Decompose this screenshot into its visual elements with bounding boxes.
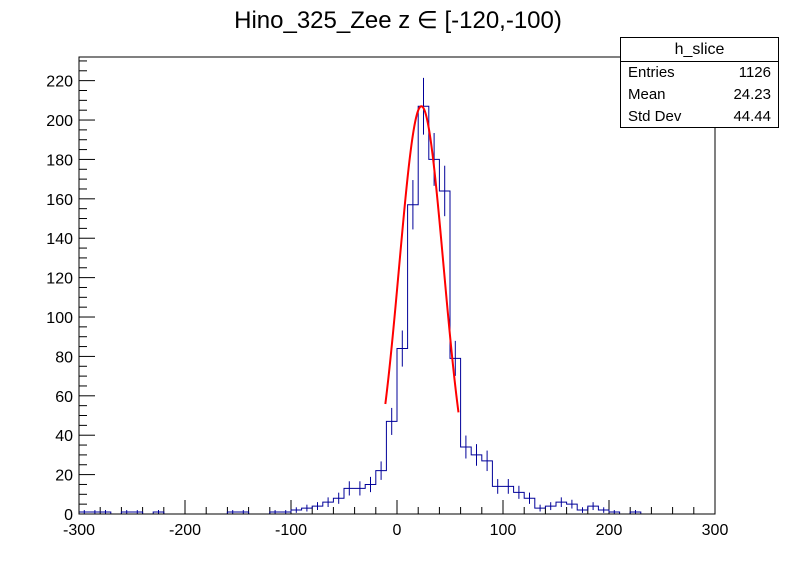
stats-value: 1126 xyxy=(738,64,771,81)
y-tick-label: 60 xyxy=(55,389,73,406)
y-tick-label: 140 xyxy=(46,231,73,248)
y-tick-label: 80 xyxy=(55,349,73,366)
stats-value: 44.44 xyxy=(733,108,771,125)
y-tick-label: 160 xyxy=(46,192,73,209)
stats-box: h_slice Entries 1126 Mean 24.23 Std Dev … xyxy=(620,37,779,128)
histogram-line xyxy=(79,105,715,515)
x-tick-label: 100 xyxy=(490,522,517,539)
y-tick-label: 100 xyxy=(46,310,73,327)
y-tick-label: 120 xyxy=(46,271,73,288)
stats-row-entries: Entries 1126 xyxy=(621,62,778,84)
error-bars xyxy=(83,77,636,514)
stats-label: Entries xyxy=(628,64,675,81)
histogram-series xyxy=(79,105,715,515)
x-tick-label: 200 xyxy=(596,522,623,539)
y-tick-label: 180 xyxy=(46,152,73,169)
stats-label: Std Dev xyxy=(628,108,682,125)
y-tick-label: 220 xyxy=(46,74,73,91)
plot-frame xyxy=(78,56,716,515)
x-tick-label: -200 xyxy=(169,522,201,539)
tick-labels: 0 20 40 60 80 100 120 140 160 180 200 220 -300 -200 -1… xyxy=(46,74,728,539)
stats-row-stddev: Std Dev 44.44 xyxy=(621,106,778,128)
chart-title: Hino_325_Zee z ∈ [-120,-100) xyxy=(234,7,562,34)
x-tick-label: -100 xyxy=(275,522,307,539)
gaussian-fit xyxy=(384,105,460,413)
x-tick-label: 300 xyxy=(702,522,729,539)
x-tick-label: 0 xyxy=(393,522,402,539)
y-tick-label: 40 xyxy=(55,428,73,445)
y-tick-label: 0 xyxy=(64,507,73,524)
stats-row-mean: Mean 24.23 xyxy=(621,84,778,106)
x-tick-label: -300 xyxy=(63,522,95,539)
stats-value: 24.23 xyxy=(733,86,771,103)
y-tick-label: 20 xyxy=(55,468,73,485)
stats-title: h_slice xyxy=(621,38,778,62)
stats-label: Mean xyxy=(628,86,666,103)
y-tick-label: 200 xyxy=(46,113,73,130)
fit-curve xyxy=(384,105,460,413)
